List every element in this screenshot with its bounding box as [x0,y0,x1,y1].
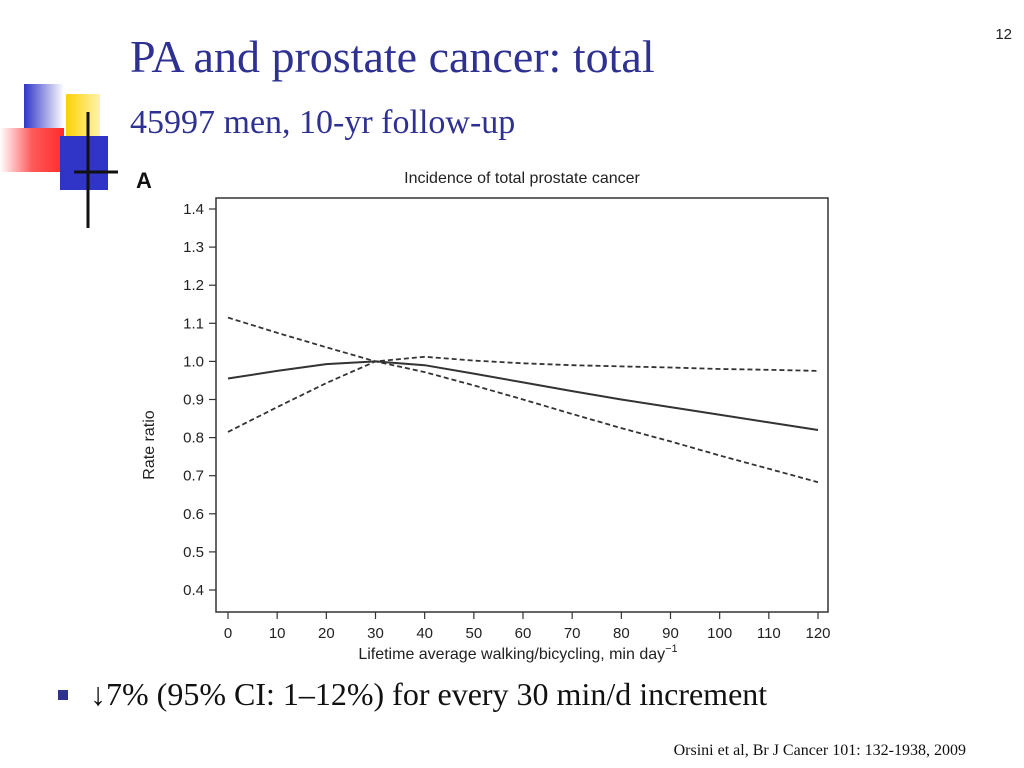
y-tick-label: 0.6 [183,506,204,523]
x-tick-label: 90 [662,625,679,642]
y-tick-label: 1.1 [183,315,204,332]
y-axis-label: Rate ratio [141,410,158,479]
chart-title: Incidence of total prostate cancer [404,170,640,187]
panel-label: A [136,168,152,193]
x-tick-label: 120 [805,625,830,642]
y-tick-label: 1.2 [183,277,204,294]
citation: Orsini et al, Br J Cancer 101: 132-1938,… [673,742,966,759]
upper-ci-line [227,316,819,484]
bullet-text: ↓7% (95% CI: 1–12%) for every 30 min/d i… [90,676,768,712]
rate-ratio-chart: A Incidence of total prostate cancer 0.4… [136,168,831,663]
x-tick-label: 10 [269,625,286,642]
x-tick-label: 100 [707,625,732,642]
x-tick-label: 70 [564,625,581,642]
plot-frame [215,197,829,613]
y-tick-label: 0.9 [183,392,204,409]
y-tick-label: 1.3 [183,239,204,256]
slide-title: PA and prostate cancer: total [130,31,655,82]
y-tick-label: 1.4 [183,201,204,218]
x-axis-label-superscript: −1 [665,643,678,655]
y-tick-label: 0.4 [183,582,204,599]
x-tick-label: 40 [416,625,433,642]
x-tick-label: 60 [515,625,532,642]
x-axis-label-text: Lifetime average walking/bicycling, min … [358,646,665,663]
x-tick-label: 0 [224,625,232,642]
estimate-line [227,360,819,431]
x-tick-label: 110 [757,625,781,642]
slide-number: 12 [995,26,1012,43]
y-tick-label: 0.7 [183,468,204,485]
lower-ci-line [227,355,819,433]
y-tick-label: 0.8 [183,430,204,447]
bullet-item: ↓7% (95% CI: 1–12%) for every 30 min/d i… [58,676,767,713]
x-tick-label: 50 [465,625,482,642]
x-axis-label: Lifetime average walking/bicycling, min … [358,643,677,663]
x-tick-label: 30 [367,625,384,642]
x-tick-label: 80 [613,625,630,642]
x-tick-label: 20 [318,625,335,642]
y-tick-label: 0.5 [183,544,204,561]
y-tick-label: 1.0 [183,353,204,370]
bullet-square-icon [58,689,68,700]
decorative-logo [0,84,118,228]
slide-subtitle: 45997 men, 10-yr follow-up [130,104,516,141]
